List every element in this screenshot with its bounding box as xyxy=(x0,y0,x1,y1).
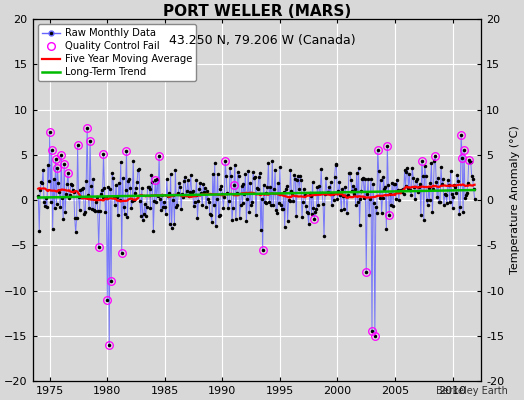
Legend: Raw Monthly Data, Quality Control Fail, Five Year Moving Average, Long-Term Tren: Raw Monthly Data, Quality Control Fail, … xyxy=(38,24,196,81)
Title: PORT WELLER (MARS): PORT WELLER (MARS) xyxy=(163,4,351,19)
Y-axis label: Temperature Anomaly (°C): Temperature Anomaly (°C) xyxy=(510,126,520,274)
Text: Berkeley Earth: Berkeley Earth xyxy=(436,386,508,396)
Text: 43.250 N, 79.206 W (Canada): 43.250 N, 79.206 W (Canada) xyxy=(169,34,355,47)
